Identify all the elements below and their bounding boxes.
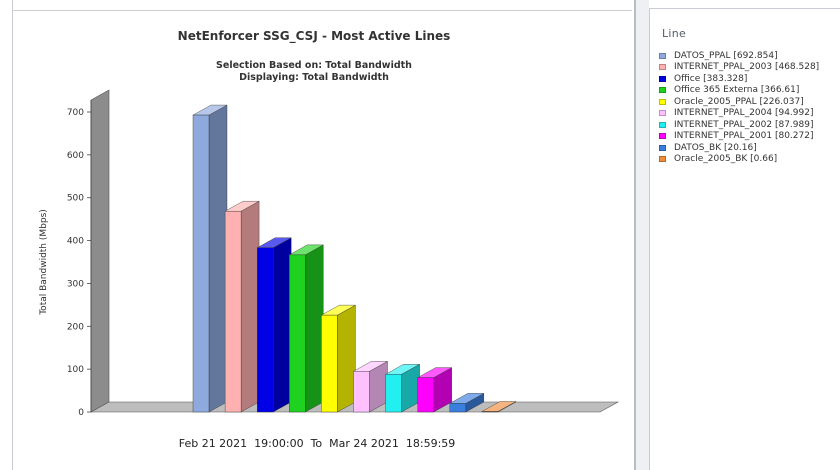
legend-swatch	[659, 144, 666, 151]
legend-label: INTERNET_PPAL_2002 [87.989]	[674, 119, 814, 130]
y-axis-label: Total Bandwidth (Mbps)	[39, 209, 49, 316]
legend-swatch	[659, 98, 666, 105]
bar-1	[224, 200, 260, 413]
chart-subtitle-line2: Displaying: Total Bandwidth	[239, 72, 389, 83]
legend-label: Oracle_2005_BK [0.66]	[674, 154, 778, 165]
y-tick-label: 500	[67, 194, 84, 204]
y-tick-label: 600	[67, 151, 84, 161]
legend-label: INTERNET_PPAL_2001 [80.272]	[674, 131, 814, 142]
legend-swatch	[659, 133, 666, 140]
bar-6	[384, 363, 421, 413]
legend-label: INTERNET_PPAL_2003 [468.528]	[674, 62, 820, 73]
bar-side	[240, 200, 260, 413]
bar-front	[417, 377, 434, 413]
bar-front	[449, 403, 466, 413]
legend-swatch	[659, 75, 666, 82]
bar-8	[449, 393, 485, 413]
legend-title: Line	[662, 27, 687, 40]
legend-item: INTERNET_PPAL_2002 [87.989]	[659, 119, 819, 131]
bar-side	[208, 104, 228, 413]
y-tick-label: 0	[78, 408, 84, 418]
y-tick-label: 200	[67, 322, 84, 332]
y-tick-label: 100	[67, 365, 84, 375]
legend-item: Office [383.328]	[659, 73, 819, 85]
legend-label: DATOS_PPAL [692.854]	[674, 50, 778, 61]
legend-label: Office [383.328]	[674, 73, 748, 84]
legend-swatch	[659, 64, 666, 71]
panel-divider	[636, 0, 649, 470]
bar-front	[353, 371, 370, 413]
bar-side	[273, 237, 292, 413]
legend-item: Oracle_2005_BK [0.66]	[659, 154, 819, 166]
legend-swatch	[659, 52, 666, 59]
legend-label: Office 365 Externa [366.61]	[674, 85, 800, 96]
legend-swatch	[659, 156, 666, 163]
y-tick-label: 700	[67, 108, 84, 118]
legend-label: INTERNET_PPAL_2004 [94.992]	[674, 108, 814, 119]
bar-chart: NetEnforcer SSG_CSJ - Most Active Lines …	[39, 29, 620, 450]
legend-list: DATOS_PPAL [692.854] INTERNET_PPAL_2003 […	[659, 50, 819, 165]
bar-5	[352, 360, 389, 413]
chart-title: NetEnforcer SSG_CSJ - Most Active Lines	[178, 29, 451, 44]
legend-label: DATOS_BK [20.16]	[674, 142, 757, 153]
y-tick-label: 400	[67, 237, 84, 247]
bar-2	[256, 237, 292, 413]
legend-item: INTERNET_PPAL_2001 [80.272]	[659, 131, 819, 143]
chart-panel: NetEnforcer SSG_CSJ - Most Active Lines …	[12, 0, 636, 470]
bar-3	[288, 244, 325, 413]
bar-7	[416, 367, 453, 413]
bar-side	[305, 244, 324, 413]
legend-item: DATOS_PPAL [692.854]	[659, 50, 819, 62]
chart-subtitle-line1: Selection Based on: Total Bandwidth	[216, 60, 412, 71]
bar-front	[192, 114, 210, 413]
legend-swatch	[659, 87, 666, 94]
bar-0	[192, 104, 228, 413]
legend-swatch	[659, 110, 666, 117]
legend-item: INTERNET_PPAL_2003 [468.528]	[659, 62, 819, 74]
bar-front	[385, 374, 402, 413]
legend-swatch	[659, 121, 666, 128]
x-axis-label: Feb 21 2021 19:00:00 To Mar 24 2021 18:5…	[179, 437, 456, 450]
chart-back-wall	[90, 89, 110, 413]
legend-item: Oracle_2005_PPAL [226.037]	[659, 96, 819, 108]
legend-panel: Line DATOS_PPAL [692.854] INTERNET_PPAL_2…	[649, 8, 840, 470]
legend-label: Oracle_2005_PPAL [226.037]	[674, 96, 804, 107]
bar-front	[321, 314, 338, 413]
legend-item: INTERNET_PPAL_2004 [94.992]	[659, 108, 819, 120]
bar-side	[337, 304, 356, 413]
legend-item: Office 365 Externa [366.61]	[659, 85, 819, 97]
bar-front	[224, 211, 242, 413]
bar-front	[289, 254, 306, 413]
bar-9	[481, 401, 517, 413]
bar-front	[257, 247, 274, 413]
bar-4	[320, 304, 357, 413]
bar-front	[481, 411, 499, 413]
y-tick-label: 300	[67, 279, 84, 289]
legend-item: DATOS_BK [20.16]	[659, 142, 819, 154]
